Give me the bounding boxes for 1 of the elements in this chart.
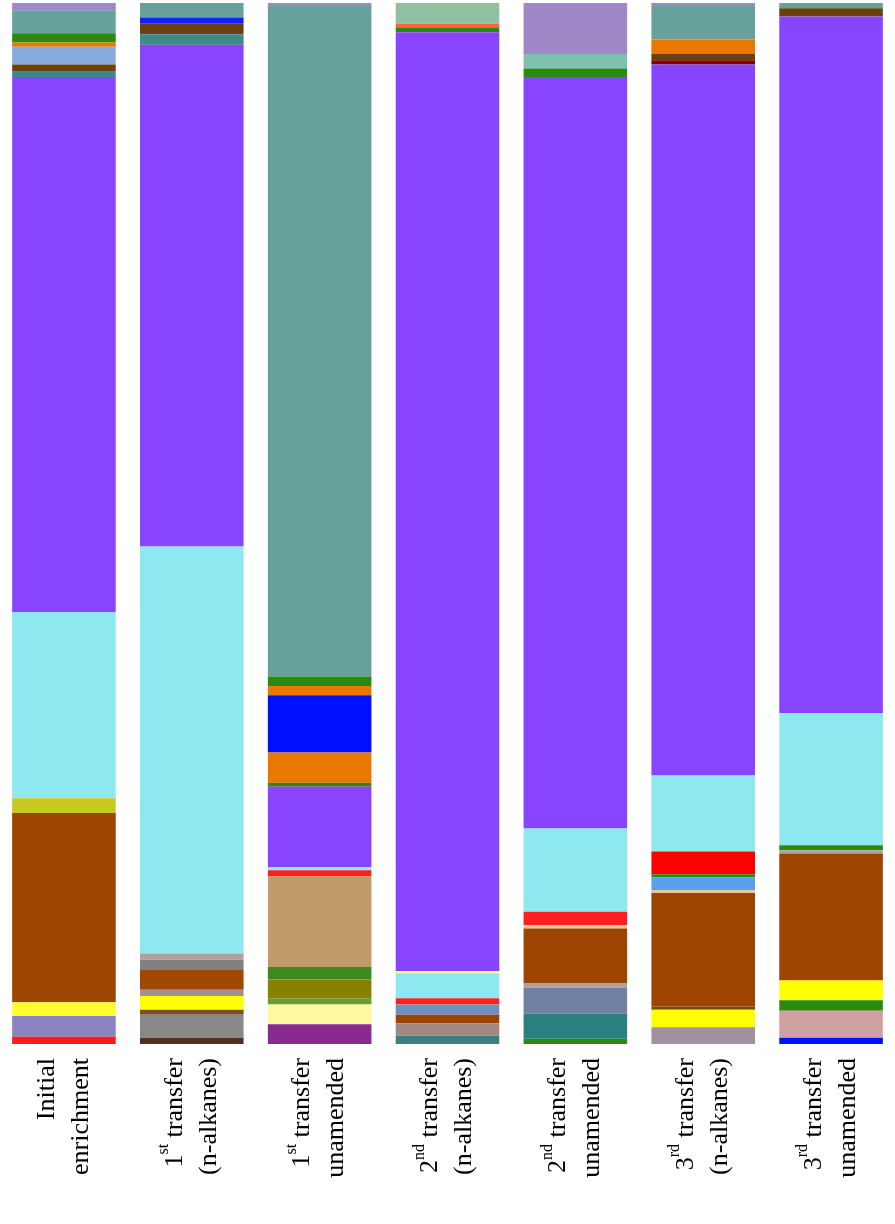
x-tick-label: Initial enrichment xyxy=(30,1057,94,1175)
